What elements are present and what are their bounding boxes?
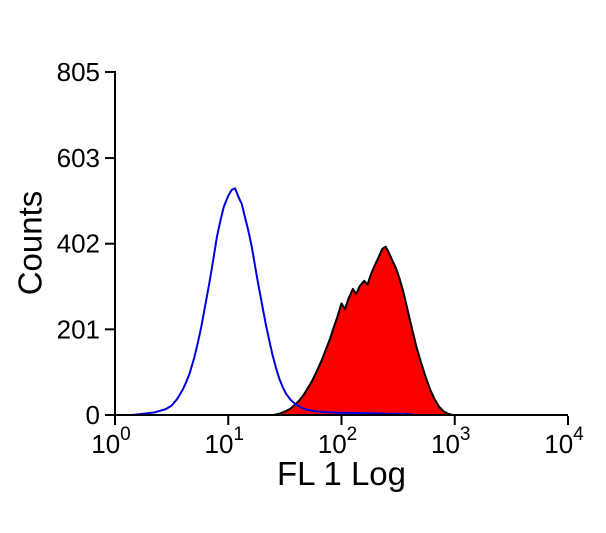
y-tick-label: 402	[57, 229, 100, 259]
y-tick-label: 201	[57, 314, 100, 344]
x-tick-label: 101	[205, 424, 245, 459]
y-tick-label: 0	[86, 400, 100, 430]
x-tick-label: 103	[431, 424, 471, 459]
x-tick-label: 100	[91, 424, 131, 459]
y-axis-title: Counts	[11, 190, 49, 296]
series-blue-open-histogram	[131, 187, 416, 416]
x-tick-label: 102	[318, 424, 358, 459]
y-tick-label: 603	[57, 143, 100, 173]
series-red-filled-histogram	[272, 245, 454, 416]
x-tick-label: 104	[544, 424, 584, 459]
x-axis-title: FL 1 Log	[276, 455, 407, 492]
y-tick-label: 805	[57, 57, 100, 87]
